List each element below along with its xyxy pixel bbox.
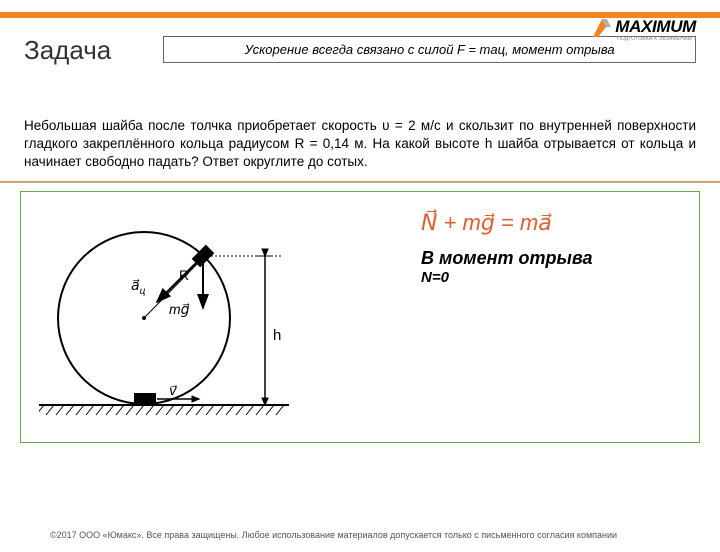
concept-banner: Ускорение всегда связано с силой F = maц… [163,36,696,63]
equations-block: N⃗ + mg⃗ = ma⃗ В момент отрыва N=0 [421,210,593,286]
label-a: a⃗ц [131,277,146,297]
puck-bottom [134,393,156,405]
n-zero: N=0 [421,269,593,286]
work-area: R a⃗ц mg⃗ v⃗ h N⃗ + mg⃗ = ma⃗ В момент о… [20,191,700,443]
label-v: v⃗ [169,383,177,398]
detach-caption: В момент отрыва [421,248,593,269]
physics-diagram: R a⃗ц mg⃗ v⃗ h [39,210,349,430]
newton-equation: N⃗ + mg⃗ = ma⃗ [421,210,593,236]
title-row: Задача 7 Ускорение всегда связано с сило… [24,36,696,109]
logo: MAXIMUM [593,17,696,37]
problem-statement: Небольшая шайба после толчка приобретает… [24,117,696,172]
label-mg: mg⃗ [169,301,190,317]
top-accent-bar [0,12,720,18]
logo-text: MAXIMUM [615,17,696,36]
logo-mark-icon [593,19,611,37]
task-number: 7 [0,91,111,109]
label-h: h [273,327,281,344]
copyright-footnote: ©2017 ООО «Юмакс». Все права защищены. Л… [50,530,617,540]
section-divider [0,181,720,183]
ground-hatch [39,405,284,415]
accel-arrow [157,262,197,302]
task-title: Задача [24,36,111,65]
banner-text: Ускорение всегда связано с силой F = maц… [245,42,615,57]
logo-subtitle: ПОДГОТОВКА К ЭКЗАМЕНАМ [617,36,692,42]
